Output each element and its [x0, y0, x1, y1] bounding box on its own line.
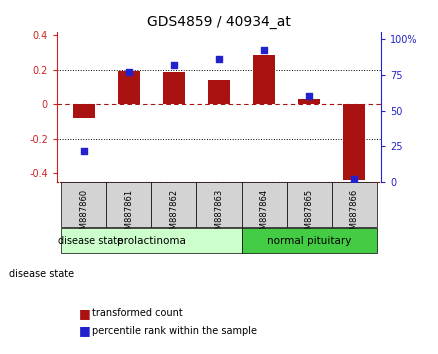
Text: transformed count: transformed count [92, 308, 183, 318]
Bar [118, 71, 140, 104]
FancyBboxPatch shape [286, 182, 332, 227]
Point [170, 62, 177, 68]
Text: GSM887866: GSM887866 [350, 189, 359, 240]
FancyBboxPatch shape [152, 182, 197, 227]
FancyBboxPatch shape [241, 182, 286, 227]
Bar [253, 55, 275, 104]
Title: GDS4859 / 40934_at: GDS4859 / 40934_at [147, 16, 291, 29]
Text: GSM887862: GSM887862 [170, 189, 178, 240]
Bar [73, 104, 95, 118]
Point [125, 69, 132, 75]
Point [81, 148, 88, 153]
FancyBboxPatch shape [61, 182, 106, 227]
Text: normal pituitary: normal pituitary [267, 236, 351, 246]
FancyBboxPatch shape [332, 182, 377, 227]
Bar [298, 99, 320, 104]
Text: percentile rank within the sample: percentile rank within the sample [92, 326, 257, 336]
Text: ■: ■ [79, 307, 91, 320]
FancyBboxPatch shape [197, 182, 241, 227]
Point [350, 176, 357, 182]
Text: prolactinoma: prolactinoma [117, 236, 186, 246]
FancyBboxPatch shape [241, 228, 377, 253]
Point [215, 56, 223, 62]
Text: disease state: disease state [9, 269, 74, 279]
Point [306, 93, 313, 99]
Bar [208, 80, 230, 104]
Text: GSM887864: GSM887864 [260, 189, 268, 240]
Text: GSM887860: GSM887860 [79, 189, 88, 240]
FancyBboxPatch shape [106, 182, 152, 227]
Text: GSM887863: GSM887863 [215, 189, 223, 240]
Point [261, 48, 268, 53]
Text: ■: ■ [79, 325, 91, 337]
Text: GSM887865: GSM887865 [304, 189, 314, 240]
FancyBboxPatch shape [61, 228, 241, 253]
Text: GSM887861: GSM887861 [124, 189, 134, 240]
Bar [343, 104, 365, 181]
Bar [163, 73, 185, 104]
Text: disease state: disease state [58, 236, 123, 246]
